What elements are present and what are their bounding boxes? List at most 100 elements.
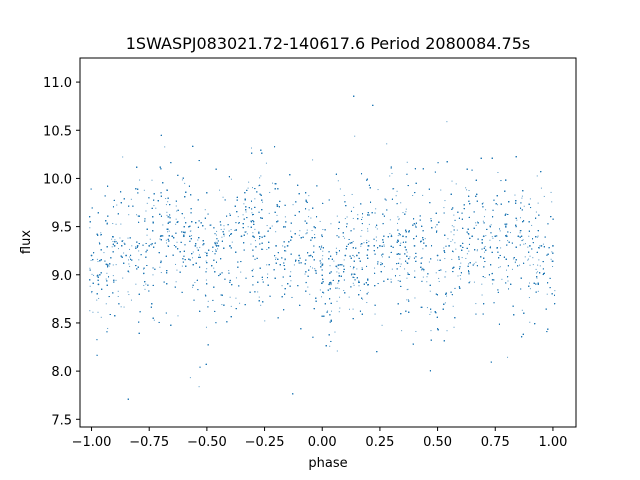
scatter-dot bbox=[509, 232, 511, 234]
scatter-dot bbox=[143, 268, 145, 270]
scatter-dot bbox=[528, 258, 530, 260]
scatter-dot bbox=[260, 304, 262, 306]
scatter-dot bbox=[209, 224, 211, 226]
scatter-dot bbox=[206, 252, 208, 254]
data-point bbox=[379, 244, 381, 247]
scatter-dot bbox=[452, 251, 454, 253]
scatter-dot bbox=[100, 234, 102, 236]
scatter-dot bbox=[321, 245, 323, 247]
scatter-dot bbox=[223, 235, 225, 237]
scatter-dot bbox=[352, 308, 354, 310]
scatter-dot bbox=[319, 289, 321, 291]
scatter-dot bbox=[367, 291, 369, 293]
scatter-dot bbox=[397, 280, 399, 282]
scatter-dot bbox=[522, 239, 524, 241]
scatter-dot bbox=[176, 241, 178, 243]
scatter-dot bbox=[198, 254, 200, 256]
scatter-dot bbox=[223, 228, 225, 230]
scatter-dot bbox=[175, 223, 177, 225]
scatter-dot bbox=[129, 265, 131, 267]
scatter-dot bbox=[223, 225, 225, 227]
scatter-dot bbox=[337, 282, 339, 284]
scatter-dot bbox=[166, 242, 168, 244]
scatter-dot bbox=[205, 260, 207, 262]
scatter-dot bbox=[361, 216, 363, 218]
scatter-dot bbox=[475, 261, 477, 263]
scatter-dot bbox=[103, 252, 105, 254]
scatter-dot bbox=[136, 214, 138, 216]
scatter-dot bbox=[292, 204, 294, 206]
scatter-dot bbox=[143, 284, 145, 286]
scatter-dot bbox=[393, 188, 395, 190]
scatter-dot bbox=[221, 236, 223, 238]
scatter-dot bbox=[117, 295, 119, 297]
scatter-dot bbox=[536, 175, 538, 177]
scatter-dot bbox=[215, 249, 217, 251]
data-point bbox=[90, 254, 93, 257]
scatter-dot bbox=[443, 207, 445, 209]
scatter-dot bbox=[376, 228, 378, 230]
scatter-dot bbox=[430, 218, 432, 220]
scatter-dot bbox=[426, 281, 428, 283]
data-point bbox=[275, 244, 277, 247]
scatter-dot bbox=[338, 288, 340, 290]
scatter-dot bbox=[423, 270, 425, 272]
data-point bbox=[528, 244, 531, 247]
scatter-dot bbox=[276, 214, 278, 216]
scatter-dot bbox=[524, 243, 526, 245]
scatter-dot bbox=[215, 234, 217, 236]
scatter-dot bbox=[360, 245, 362, 247]
scatter-dot bbox=[243, 203, 245, 205]
scatter-dot bbox=[348, 296, 350, 298]
scatter-dot bbox=[450, 240, 452, 242]
scatter-dot bbox=[234, 229, 236, 231]
scatter-dot bbox=[229, 213, 231, 215]
scatter-dot bbox=[221, 304, 223, 306]
scatter-dot bbox=[127, 291, 129, 293]
scatter-dot bbox=[138, 250, 140, 252]
scatter-dot bbox=[420, 257, 422, 259]
scatter-dot bbox=[453, 326, 455, 328]
scatter-dot bbox=[454, 242, 456, 244]
scatter-dot bbox=[112, 275, 114, 277]
scatter-dot bbox=[336, 254, 338, 256]
scatter-dot bbox=[139, 179, 141, 181]
scatter-dot bbox=[339, 307, 341, 309]
scatter-dot bbox=[152, 274, 154, 276]
scatter-dot bbox=[336, 300, 338, 302]
scatter-dot bbox=[106, 222, 108, 224]
scatter-dot bbox=[539, 265, 541, 267]
scatter-dot bbox=[275, 231, 277, 233]
scatter-dot bbox=[116, 204, 118, 206]
scatter-dot bbox=[240, 271, 242, 273]
scatter-dot bbox=[514, 262, 516, 264]
scatter-dot bbox=[105, 303, 107, 305]
scatter-dot bbox=[368, 240, 370, 242]
scatter-dot bbox=[357, 214, 359, 216]
scatter-dot bbox=[247, 187, 249, 189]
data-point bbox=[482, 235, 485, 238]
scatter-dot bbox=[496, 247, 498, 249]
data-point bbox=[344, 254, 347, 257]
scatter-dot bbox=[204, 209, 206, 211]
scatter-dot bbox=[165, 239, 167, 241]
data-point bbox=[540, 244, 543, 247]
scatter-dot bbox=[230, 229, 232, 231]
scatter-dot bbox=[230, 178, 232, 180]
scatter-dot bbox=[354, 135, 356, 137]
scatter-dot bbox=[395, 195, 397, 197]
scatter-dot bbox=[129, 256, 131, 258]
scatter-dot bbox=[212, 250, 214, 252]
scatter-dot bbox=[189, 377, 191, 379]
scatter-dot bbox=[551, 201, 553, 203]
scatter-dot bbox=[120, 306, 122, 308]
scatter-dot bbox=[465, 257, 467, 259]
scatter-dot bbox=[149, 243, 151, 245]
scatter-dot bbox=[191, 235, 193, 237]
scatter-dot bbox=[111, 246, 113, 248]
scatter-dot bbox=[489, 239, 491, 241]
scatter-dot bbox=[375, 236, 377, 238]
scatter-dot bbox=[476, 250, 478, 252]
scatter-dot bbox=[447, 238, 449, 240]
